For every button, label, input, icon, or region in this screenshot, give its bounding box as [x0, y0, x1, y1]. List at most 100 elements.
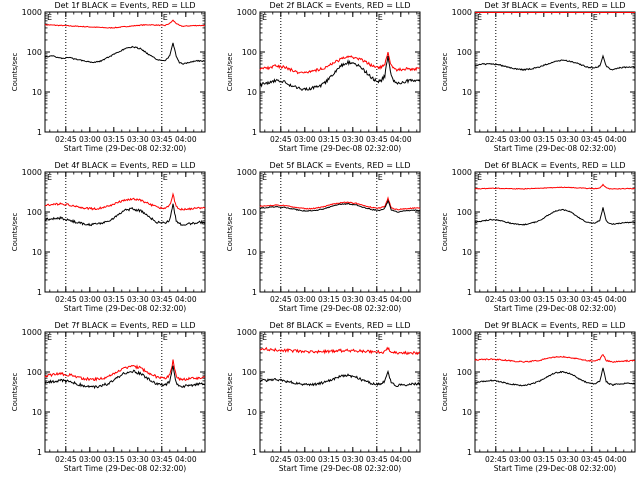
x-tick-label: 04:00	[390, 295, 412, 304]
event-marker-label: E	[477, 173, 482, 182]
panel-det-3: Det 3f BLACK = Events, RED = LLD 1 10 100 10…	[441, 1, 636, 153]
x-tick-label: 03:15	[103, 455, 125, 464]
event-marker-label: E	[163, 173, 168, 182]
y-tick-label: 100	[27, 368, 42, 377]
x-tick-label: 03:15	[103, 295, 125, 304]
x-tick-label: 03:00	[79, 295, 101, 304]
series-line-red	[259, 196, 421, 211]
y-tick-label: 10	[32, 88, 42, 97]
x-tick-label: 03:30	[127, 455, 149, 464]
x-tick-label: 03:30	[557, 135, 579, 144]
series-line-black	[474, 207, 636, 226]
x-tick-label: 03:30	[342, 295, 364, 304]
event-marker-label: E	[47, 173, 52, 182]
panel-title: Det 5f BLACK = Events, RED = LLD	[269, 161, 410, 170]
event-marker-label: E	[477, 333, 482, 342]
plot-frame	[259, 331, 421, 453]
y-tick-label: 1	[252, 288, 257, 297]
panel-det-5: Det 5f BLACK = Events, RED = LLD 1 10 100 10…	[226, 161, 421, 313]
x-tick-label: 03:15	[533, 135, 555, 144]
y-tick-label: 1000	[237, 168, 257, 177]
series-line-black	[474, 54, 636, 71]
y-tick-label: 100	[457, 208, 472, 217]
x-axis-label: Start Time (29-Dec-08 02:32:00)	[494, 144, 616, 153]
x-axis-label: Start Time (29-Dec-08 02:32:00)	[494, 304, 616, 313]
y-tick-label: 100	[457, 368, 472, 377]
series-line-black	[474, 367, 636, 387]
panel-title: Det 4f BLACK = Events, RED = LLD	[54, 161, 195, 170]
y-tick-label: 10	[462, 408, 472, 417]
y-tick-label: 10	[32, 248, 42, 257]
x-tick-label: 03:15	[533, 455, 555, 464]
x-tick-label: 03:00	[294, 295, 316, 304]
x-axis-label: Start Time (29-Dec-08 02:32:00)	[494, 464, 616, 473]
panel-det-8: Det 8f BLACK = Events, RED = LLD 1 10 100 10…	[226, 321, 421, 473]
plot-frame	[44, 331, 206, 453]
series-line-black	[44, 42, 206, 65]
y-tick-label: 1000	[22, 328, 42, 337]
y-tick-label: 10	[32, 408, 42, 417]
x-axis-label: Start Time (29-Dec-08 02:32:00)	[279, 144, 401, 153]
x-tick-label: 02:45	[485, 295, 507, 304]
x-tick-label: 02:45	[485, 135, 507, 144]
x-tick-label: 02:45	[270, 295, 292, 304]
y-tick-label: 10	[462, 88, 472, 97]
x-tick-label: 02:45	[485, 455, 507, 464]
x-tick-label: 04:00	[605, 135, 627, 144]
y-axis-label: Counts/sec	[226, 213, 234, 252]
x-tick-label: 03:15	[533, 295, 555, 304]
y-axis-label: Counts/sec	[226, 53, 234, 92]
event-marker-label: E	[163, 13, 168, 22]
x-axis-label: Start Time (29-Dec-08 02:32:00)	[279, 304, 401, 313]
y-tick-label: 1	[467, 448, 472, 457]
event-marker-label: E	[47, 333, 52, 342]
series-line-black	[259, 369, 421, 387]
series-line-black	[259, 55, 421, 92]
series-line-red	[44, 359, 206, 382]
y-tick-label: 10	[462, 248, 472, 257]
x-axis-label: Start Time (29-Dec-08 02:32:00)	[279, 464, 401, 473]
plot-frame	[259, 171, 421, 293]
y-tick-label: 100	[242, 48, 257, 57]
event-marker-label: E	[593, 333, 598, 342]
x-tick-label: 03:00	[294, 135, 316, 144]
series-line-red	[44, 192, 206, 211]
panel-det-1: Det 1f BLACK = Events, RED = LLD 1 10 100 10…	[11, 1, 206, 153]
x-tick-label: 03:45	[366, 295, 388, 304]
x-tick-label: 04:00	[175, 455, 197, 464]
series-line-red	[259, 52, 421, 75]
y-tick-label: 1000	[22, 8, 42, 17]
y-tick-label: 100	[457, 48, 472, 57]
y-tick-label: 10	[247, 408, 257, 417]
x-tick-label: 03:00	[509, 455, 531, 464]
panel-title: Det 1f BLACK = Events, RED = LLD	[54, 1, 195, 10]
x-axis-label: Start Time (29-Dec-08 02:32:00)	[64, 304, 186, 313]
x-tick-label: 02:45	[55, 455, 77, 464]
x-tick-label: 03:15	[103, 135, 125, 144]
x-tick-label: 03:45	[581, 135, 603, 144]
event-marker-label: E	[262, 173, 267, 182]
event-marker-label: E	[378, 333, 383, 342]
y-tick-label: 1	[37, 128, 42, 137]
y-tick-label: 1000	[452, 8, 472, 17]
series-line-black	[44, 203, 206, 227]
x-tick-label: 02:45	[270, 455, 292, 464]
x-tick-label: 03:45	[366, 455, 388, 464]
x-axis-label: Start Time (29-Dec-08 02:32:00)	[64, 144, 186, 153]
series-line-black	[44, 365, 206, 390]
y-tick-label: 1000	[22, 168, 42, 177]
event-marker-label: E	[378, 173, 383, 182]
x-tick-label: 03:30	[342, 455, 364, 464]
y-tick-label: 1	[467, 288, 472, 297]
panel-title: Det 2f BLACK = Events, RED = LLD	[269, 1, 410, 10]
event-marker-label: E	[378, 13, 383, 22]
x-tick-label: 03:45	[581, 295, 603, 304]
plot-frame	[44, 171, 206, 293]
y-tick-label: 10	[247, 88, 257, 97]
y-axis-label: Counts/sec	[11, 213, 19, 252]
panel-det-7: Det 7f BLACK = Events, RED = LLD 1 10 100 10…	[11, 321, 206, 473]
event-marker-label: E	[593, 13, 598, 22]
event-marker-label: E	[262, 333, 267, 342]
x-tick-label: 03:30	[557, 295, 579, 304]
panel-title: Det 9f BLACK = Events, RED = LLD	[484, 321, 625, 330]
